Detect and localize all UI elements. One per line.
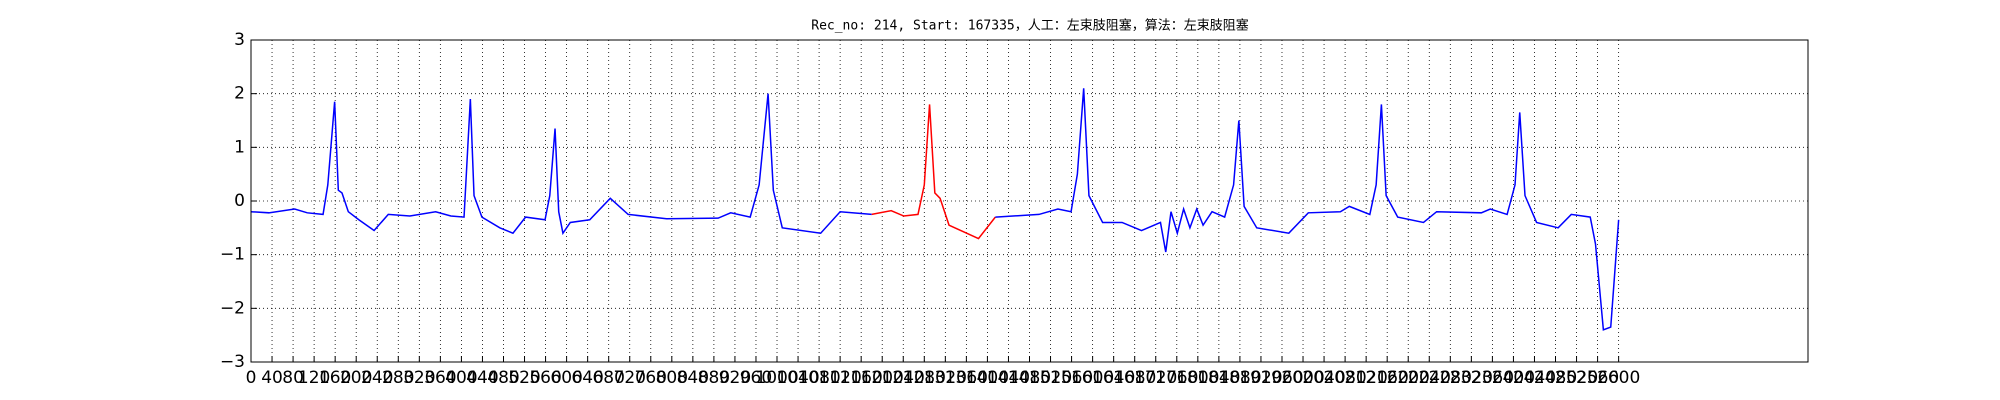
x-tick-label: 40 <box>261 368 283 388</box>
x-tick-label: 2280 <box>1429 368 1472 388</box>
x-tick-label: 2320 <box>1450 368 1493 388</box>
series-line <box>250 93 872 236</box>
x-tick-label: 160 <box>319 368 351 388</box>
x-tick-label: 1800 <box>1176 368 1219 388</box>
x-tick-label: 2080 <box>1323 368 1366 388</box>
x-tick-label: 320 <box>403 368 435 388</box>
x-tick-label: 720 <box>614 368 646 388</box>
x-tick-label: 2520 <box>1555 368 1598 388</box>
x-tick-label: 2120 <box>1345 368 1388 388</box>
y-tick-label: −2 <box>220 298 245 318</box>
x-tick-label: 1480 <box>1008 368 1051 388</box>
x-tick-label: 440 <box>466 368 498 388</box>
y-tick-label: 2 <box>234 84 245 104</box>
x-tick-label: 1200 <box>861 368 904 388</box>
x-tick-label: 2200 <box>1387 368 1430 388</box>
x-tick-label: 360 <box>424 368 456 388</box>
x-tick-label: 1280 <box>903 368 946 388</box>
x-tick-label: 1440 <box>987 368 1030 388</box>
x-tick-label: 1240 <box>882 368 925 388</box>
x-tick-label: 880 <box>698 368 730 388</box>
plot-frame <box>250 39 1809 363</box>
x-tick-label: 1680 <box>1113 368 1156 388</box>
x-tick-label: 1360 <box>945 368 988 388</box>
x-tick-label: 2160 <box>1366 368 1409 388</box>
x-tick-label: 680 <box>592 368 624 388</box>
x-tick-label: 1960 <box>1260 368 1303 388</box>
x-tick-label: 240 <box>361 368 393 388</box>
x-tick-label: 120 <box>298 368 330 388</box>
x-tick-label: 640 <box>571 368 603 388</box>
x-tick-label: 2040 <box>1302 368 1345 388</box>
x-tick-label: 1560 <box>1050 368 1093 388</box>
y-tick-label: −3 <box>220 352 245 372</box>
x-tick-label: 2600 <box>1597 368 1640 388</box>
x-tick-label: 800 <box>656 368 688 388</box>
x-tick-label: 960 <box>740 368 772 388</box>
x-tick-label: 2440 <box>1513 368 1556 388</box>
x-tick-label: 920 <box>719 368 751 388</box>
x-tick-label: 1080 <box>797 368 840 388</box>
x-tick-label: 280 <box>382 368 414 388</box>
x-tick-label: 2000 <box>1281 368 1324 388</box>
x-tick-label: 1320 <box>924 368 967 388</box>
x-tick-label: 1880 <box>1218 368 1261 388</box>
x-tick-label: 1920 <box>1239 368 1282 388</box>
x-tick-label: 1840 <box>1197 368 1240 388</box>
x-tick-label: 200 <box>340 368 372 388</box>
x-tick-label: 1040 <box>776 368 819 388</box>
x-tick-label: 1160 <box>840 368 883 388</box>
x-tick-label: 2360 <box>1471 368 1514 388</box>
x-tick-label: 1600 <box>1071 368 1114 388</box>
series-line <box>871 104 996 240</box>
series-line <box>995 88 1620 331</box>
chart-title: Rec_no: 214, Start: 167335，人工：左束肢阻塞，算法：左… <box>811 18 1249 34</box>
x-tick-label: 0 <box>246 368 257 388</box>
x-tick-label: 80 <box>282 368 304 388</box>
x-tick-label: 1400 <box>966 368 1009 388</box>
x-tick-label: 1000 <box>755 368 798 388</box>
x-tick-label: 2240 <box>1408 368 1451 388</box>
x-tick-label: 400 <box>445 368 477 388</box>
x-tick-label: 760 <box>635 368 667 388</box>
x-tick-label: 600 <box>550 368 582 388</box>
x-tick-label: 1120 <box>819 368 862 388</box>
x-tick-label: 520 <box>508 368 540 388</box>
x-tick-label: 2400 <box>1492 368 1535 388</box>
x-tick-label: 480 <box>487 368 519 388</box>
y-tick-label: 1 <box>234 137 245 157</box>
y-tick-label: 0 <box>234 191 245 211</box>
x-tick-label: 2560 <box>1576 368 1619 388</box>
x-tick-label: 840 <box>677 368 709 388</box>
x-tick-label: 560 <box>529 368 561 388</box>
x-tick-label: 1640 <box>1092 368 1135 388</box>
x-tick-label: 2480 <box>1534 368 1577 388</box>
x-tick-label: 1520 <box>1029 368 1072 388</box>
y-tick-label: −1 <box>220 245 245 265</box>
x-tick-label: 1720 <box>1134 368 1177 388</box>
x-tick-label: 1760 <box>1155 368 1198 388</box>
y-tick-label: 3 <box>234 30 245 50</box>
